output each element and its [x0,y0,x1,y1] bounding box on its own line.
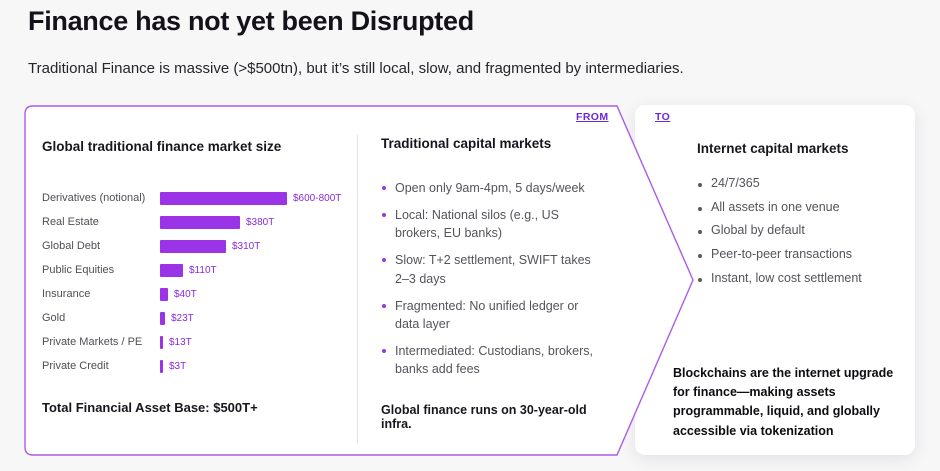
bar-category-label: Public Equities [42,264,115,276]
internet-footer-note: Blockchains are the internet upgrade for… [673,365,894,438]
bullet-dot-icon [382,348,386,353]
bullet-item: Global by default [697,223,895,239]
bar-category-label: Insurance [42,288,91,300]
bullet-dot-icon [382,303,386,308]
bullet-item: All assets in one venue [697,200,895,216]
internet-bullet-list: 24/7/365 All assets in one venue Global by… [697,176,895,294]
bullet-dot-icon [698,206,702,211]
bullet-item: Peer-to-peer transactions [697,247,895,263]
bullet-text: Global by default [711,223,805,238]
bullet-text: Peer-to-peer transactions [711,246,853,261]
bullet-text: Fragmented: No unified ledger or data la… [395,298,579,331]
bar [160,263,183,277]
bullet-dot-icon [698,183,702,187]
bullet-text: Local: National silos (e.g., US brokers,… [395,208,559,241]
bullet-item: Fragmented: No unified ledger or data la… [381,297,603,333]
market-size-column: Global traditional finance market size D… [42,139,347,415]
bar-category-label: Private Markets / PE [42,336,143,348]
from-label: FROM [576,111,609,123]
bullet-dot-icon [698,230,702,235]
traditional-capital-markets-column: Traditional capital markets Open only 9a… [381,136,603,387]
bar-value-label: $13T [169,336,192,348]
bar-category-label: Derivatives (notional) [42,192,146,204]
traditional-capital-markets-title: Traditional capital markets [381,136,552,151]
traditional-footer-note: Global finance runs on 30-year-old infra… [381,403,587,431]
bar [160,335,163,349]
bar-row: Private Credit $3T [42,354,347,378]
internet-capital-markets-title: Internet capital markets [697,141,849,156]
bar [160,215,240,229]
comparison-diagram: Internet capital markets 24/7/365 All ass… [0,103,940,463]
bar-category-label: Global Debt [42,240,101,252]
bar-value-label: $110T [189,264,217,276]
bullet-dot-icon [698,253,702,258]
bullet-item: Instant, low cost settlement [697,271,895,287]
bar [160,359,163,373]
bar-category-label: Real Estate [42,216,99,228]
bullet-text: 24/7/365 [711,176,760,190]
bar-value-label: $600-800T [293,192,342,204]
to-label: TO [655,111,671,123]
bullet-dot-icon [382,186,386,190]
bar-row: Gold $23T [42,306,347,330]
page-title: Finance has not yet been Disrupted [28,6,474,36]
market-size-chart: Derivatives (notional) $600-800T Real Esta… [42,186,347,378]
bullet-text: All assets in one venue [711,199,840,214]
bar-row: Private Markets / PE $13T [42,330,347,354]
market-size-total: Total Financial Asset Base: $500T+ [42,400,258,415]
market-size-title: Global traditional finance market size [42,139,282,154]
bar-category-label: Private Credit [42,360,109,372]
bullet-item: Open only 9am-4pm, 5 days/week [381,179,603,197]
bar-value-label: $380T [246,216,275,228]
bar-value-label: $310T [232,240,261,252]
bullet-text: Open only 9am-4pm, 5 days/week [395,181,585,195]
bullet-item: Local: National silos (e.g., US brokers,… [381,206,603,242]
bar-value-label: $3T [169,360,187,372]
internet-capital-markets-card: Internet capital markets 24/7/365 All ass… [635,105,915,455]
bar [160,191,287,205]
bullet-text: Slow: T+2 settlement, SWIFT takes 2–3 da… [395,253,591,286]
bar-row: Derivatives (notional) $600-800T [42,186,347,210]
page-subtitle: Traditional Finance is massive (>$500tn)… [28,60,684,77]
bar-row: Real Estate $380T [42,210,347,234]
bullet-item: 24/7/365 [697,176,895,192]
bar [160,239,226,253]
bullet-item: Intermediated: Custodians, brokers, bank… [381,342,603,378]
bullet-dot-icon [698,277,702,282]
bar-row: Public Equities $110T [42,258,347,282]
column-divider [357,135,358,443]
bar [160,311,165,325]
bar-category-label: Gold [42,312,66,324]
bar-value-label: $23T [171,312,194,324]
bar-value-label: $40T [174,288,197,300]
bullet-dot-icon [382,258,386,263]
bar-row: Insurance $40T [42,282,347,306]
traditional-bullet-list: Open only 9am-4pm, 5 days/week Local: Nat… [381,179,603,378]
bar [160,287,168,301]
bullet-dot-icon [382,213,386,218]
bar-row: Global Debt $310T [42,234,347,258]
bullet-text: Instant, low cost settlement [711,270,862,285]
bullet-item: Slow: T+2 settlement, SWIFT takes 2–3 da… [381,251,603,287]
bullet-text: Intermediated: Custodians, brokers, bank… [395,343,594,376]
